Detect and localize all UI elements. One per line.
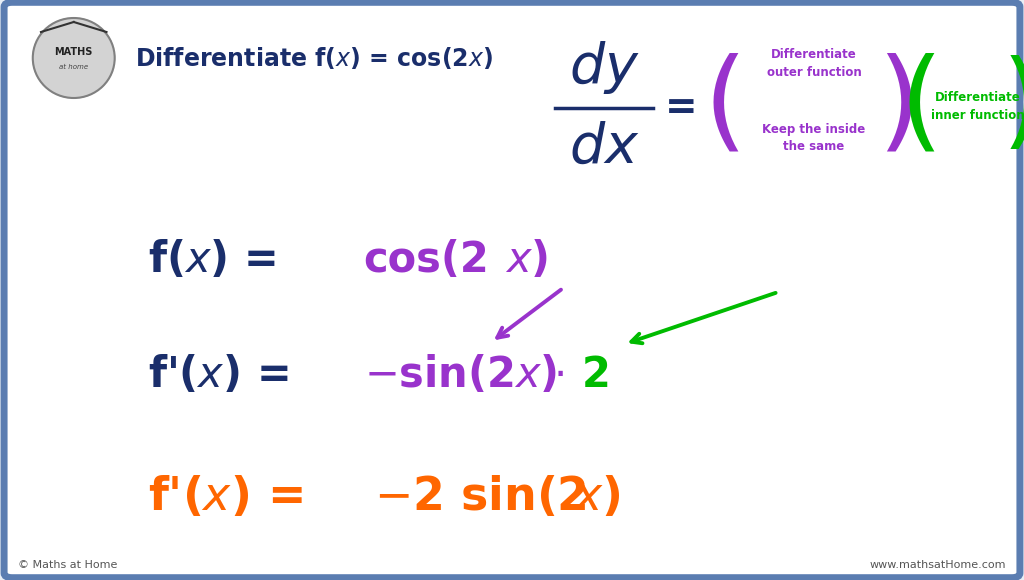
Text: Keep the inside
the same: Keep the inside the same [763,122,865,154]
FancyArrowPatch shape [498,289,561,338]
Text: at home: at home [59,64,88,70]
Text: (: ( [900,53,943,160]
FancyArrowPatch shape [632,293,775,343]
Text: www.mathsatHome.com: www.mathsatHome.com [869,560,1006,570]
Text: f($x$) =: f($x$) = [148,239,276,281]
Text: 2: 2 [582,354,610,396]
Text: $dx$: $dx$ [569,121,639,175]
Text: f'($x$) =: f'($x$) = [148,476,303,520]
Text: $\cdot$: $\cdot$ [553,354,563,396]
Text: © Maths at Home: © Maths at Home [18,560,118,570]
Text: MATHS: MATHS [54,47,93,57]
Text: Differentiate
outer function: Differentiate outer function [767,48,861,78]
Circle shape [33,18,115,98]
Text: $x$): $x$) [505,239,548,281]
Text: Differentiate
inner function: Differentiate inner function [931,90,1024,121]
Text: =: = [665,89,697,127]
Text: $x$): $x$) [514,354,557,396]
Text: Differentiate f($x$) = cos(2$x$): Differentiate f($x$) = cos(2$x$) [135,45,494,71]
Text: (: ( [703,53,746,160]
Text: $x$): $x$) [573,476,621,520]
Text: ): ) [1001,55,1024,157]
Text: $dy$: $dy$ [568,39,640,96]
Text: cos(2: cos(2 [364,239,489,281]
Text: ): ) [878,53,921,160]
Text: $-$2 sin(2: $-$2 sin(2 [374,476,587,520]
Text: $-$sin(2: $-$sin(2 [364,354,513,396]
Text: f'($x$) =: f'($x$) = [148,354,289,396]
